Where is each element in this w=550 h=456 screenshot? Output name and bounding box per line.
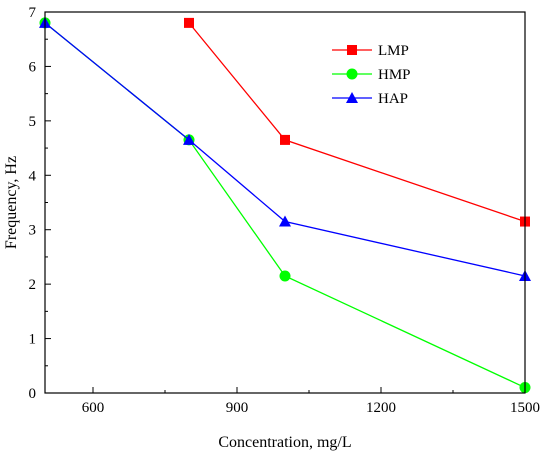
axis-layer: 600 900 1200 1500 0 1 2 3 4 5 6 7 — [29, 5, 541, 416]
series-line-hap — [44, 22, 526, 277]
legend-marker — [346, 92, 358, 103]
x-tick-label: 1200 — [366, 400, 396, 416]
y-tick-label: 3 — [29, 223, 37, 239]
y-tick-label: 5 — [29, 114, 37, 130]
series-hmp — [39, 17, 531, 394]
legend-marker — [346, 68, 358, 80]
series-hap — [39, 16, 531, 281]
series-line-hmp — [44, 22, 526, 389]
x-tick-label: 1500 — [510, 400, 540, 416]
legend-label: HAP — [378, 91, 408, 107]
legend-marker — [347, 45, 357, 55]
legend-item-hmp: HMP — [332, 67, 411, 83]
x-axis-title: Concentration, mg/L — [218, 434, 351, 451]
y-tick-label: 4 — [29, 168, 37, 184]
legend-label: LMP — [378, 43, 409, 59]
y-tick-label: 1 — [29, 332, 37, 348]
data-point-hmp — [279, 270, 291, 282]
series-layer — [39, 16, 531, 394]
y-tick-label: 0 — [29, 386, 37, 402]
legend-item-lmp: LMP — [332, 43, 409, 59]
y-tick-label: 7 — [29, 5, 37, 21]
y-tick-label: 2 — [29, 277, 37, 293]
y-tick-label: 6 — [29, 59, 37, 75]
legend-label: HMP — [378, 67, 411, 83]
legend: LMP HMP HAP — [332, 43, 411, 107]
data-point-hap — [279, 215, 291, 227]
y-axis-title: Frequency, Hz — [3, 156, 20, 249]
plot-frame — [44, 11, 526, 394]
data-point-lmp — [184, 17, 194, 28]
legend-item-hap: HAP — [332, 91, 408, 107]
x-tick-label: 900 — [226, 400, 249, 416]
x-tick-label: 600 — [82, 400, 105, 416]
data-point-lmp — [280, 134, 290, 145]
data-point-hap — [183, 133, 195, 145]
